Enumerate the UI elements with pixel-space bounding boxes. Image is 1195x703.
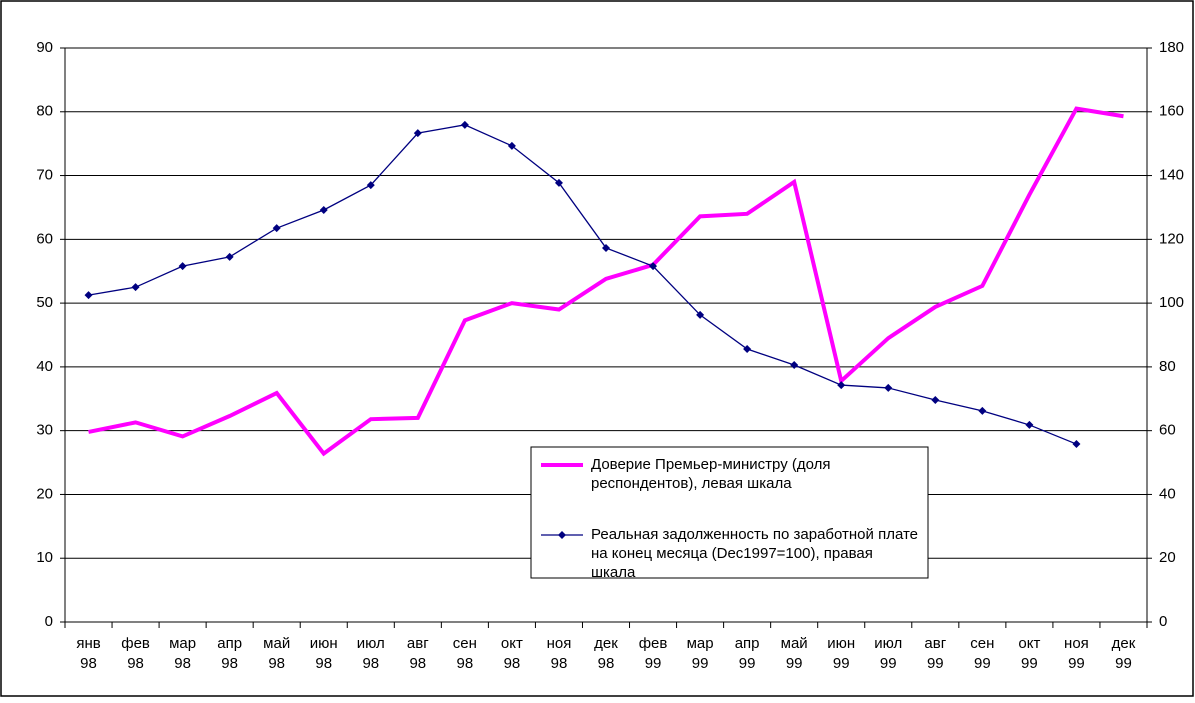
x-tick-label: дек [1112,635,1136,652]
marker [507,141,516,150]
x-tick-label: сен [453,635,477,652]
marker [602,243,610,252]
x-tick-label: 98 [221,655,238,672]
marker [1072,440,1081,449]
marker [413,129,422,138]
x-tick-label: 99 [974,655,991,672]
marker [978,406,987,415]
x-tick-label: янв [76,635,100,652]
marker [319,205,328,214]
marker [743,345,752,354]
marker [178,262,187,271]
x-tick-label: апр [735,635,760,652]
x-tick-label: 98 [551,655,568,672]
marker [554,178,563,187]
x-tick-label: 98 [315,655,332,672]
x-tick-label: 98 [174,655,191,672]
x-tick-label: авг [924,635,946,652]
y-tick-label: 80 [36,103,53,120]
x-tick-label: 99 [786,655,803,672]
x-tick-label: 99 [1068,655,1085,672]
x-tick-label: дек [594,635,618,652]
x-tick-label: июн [310,635,338,652]
marker [837,381,846,390]
y-tick-label: 0 [45,613,53,630]
y-tick-label: 60 [36,230,53,247]
y2-tick-label: 100 [1159,294,1184,311]
x-tick-label: авг [407,635,429,652]
marker [84,291,93,300]
y2-tick-label: 80 [1159,358,1176,375]
y-tick-label: 70 [36,167,53,184]
marker [931,396,940,405]
x-tick-label: 99 [645,655,662,672]
x-tick-label: мар [169,635,196,652]
x-tick-label: 98 [268,655,285,672]
legend-marker [558,531,566,539]
legend [530,446,929,579]
y2-tick-label: 40 [1159,485,1176,502]
marker [131,283,140,292]
x-tick-label: июн [827,635,855,652]
x-tick-label: июл [874,635,902,652]
series-line [88,106,1124,457]
y2-tick-label: 60 [1159,422,1176,439]
y2-tick-label: 180 [1159,39,1184,56]
x-tick-label: 98 [457,655,474,672]
x-tick-label: май [263,635,290,652]
x-tick-label: 99 [927,655,944,672]
x-tick-label: окт [1018,635,1040,652]
x-tick-label: апр [217,635,242,652]
x-tick-label: фев [639,635,668,652]
marker [272,224,281,233]
x-tick-label: сен [970,635,994,652]
x-tick-label: 98 [504,655,521,672]
x-tick-label: май [781,635,808,652]
y2-tick-label: 0 [1159,613,1167,630]
marker [696,310,705,319]
y-tick-label: 50 [36,294,53,311]
x-tick-label: 98 [409,655,426,672]
legend-label: Доверие Премьер-министру (доля респондент… [591,456,831,492]
marker [790,360,799,369]
marker [460,120,469,129]
x-tick-label: 99 [880,655,897,672]
y-tick-label: 10 [36,549,53,566]
y-tick-label: 20 [36,485,53,502]
x-tick-label: 98 [598,655,615,672]
y2-tick-label: 160 [1159,103,1184,120]
marker [225,252,234,261]
y-tick-label: 90 [36,39,53,56]
y-tick-label: 40 [36,358,53,375]
x-tick-label: ноя [547,635,572,652]
x-tick-label: окт [501,635,523,652]
marker [649,262,658,271]
x-tick-label: 98 [127,655,144,672]
x-tick-label: 98 [80,655,97,672]
y2-tick-label: 120 [1159,230,1184,247]
x-tick-label: ноя [1064,635,1089,652]
x-tick-label: мар [687,635,714,652]
marker [366,181,375,190]
series-line [88,124,1077,445]
x-tick-label: фев [121,635,150,652]
x-tick-label: 98 [362,655,379,672]
x-tick-label: 99 [692,655,709,672]
x-tick-label: 99 [1115,655,1132,672]
marker [1025,420,1034,429]
x-tick-label: 99 [739,655,756,672]
x-tick-label: 99 [1021,655,1038,672]
x-tick-label: 99 [833,655,850,672]
y-tick-label: 30 [36,422,53,439]
y2-tick-label: 140 [1159,167,1184,184]
x-tick-label: июл [357,635,385,652]
y2-tick-label: 20 [1159,549,1176,566]
marker [884,383,893,392]
legend-label: Реальная задолженность по заработной пла… [591,526,918,581]
